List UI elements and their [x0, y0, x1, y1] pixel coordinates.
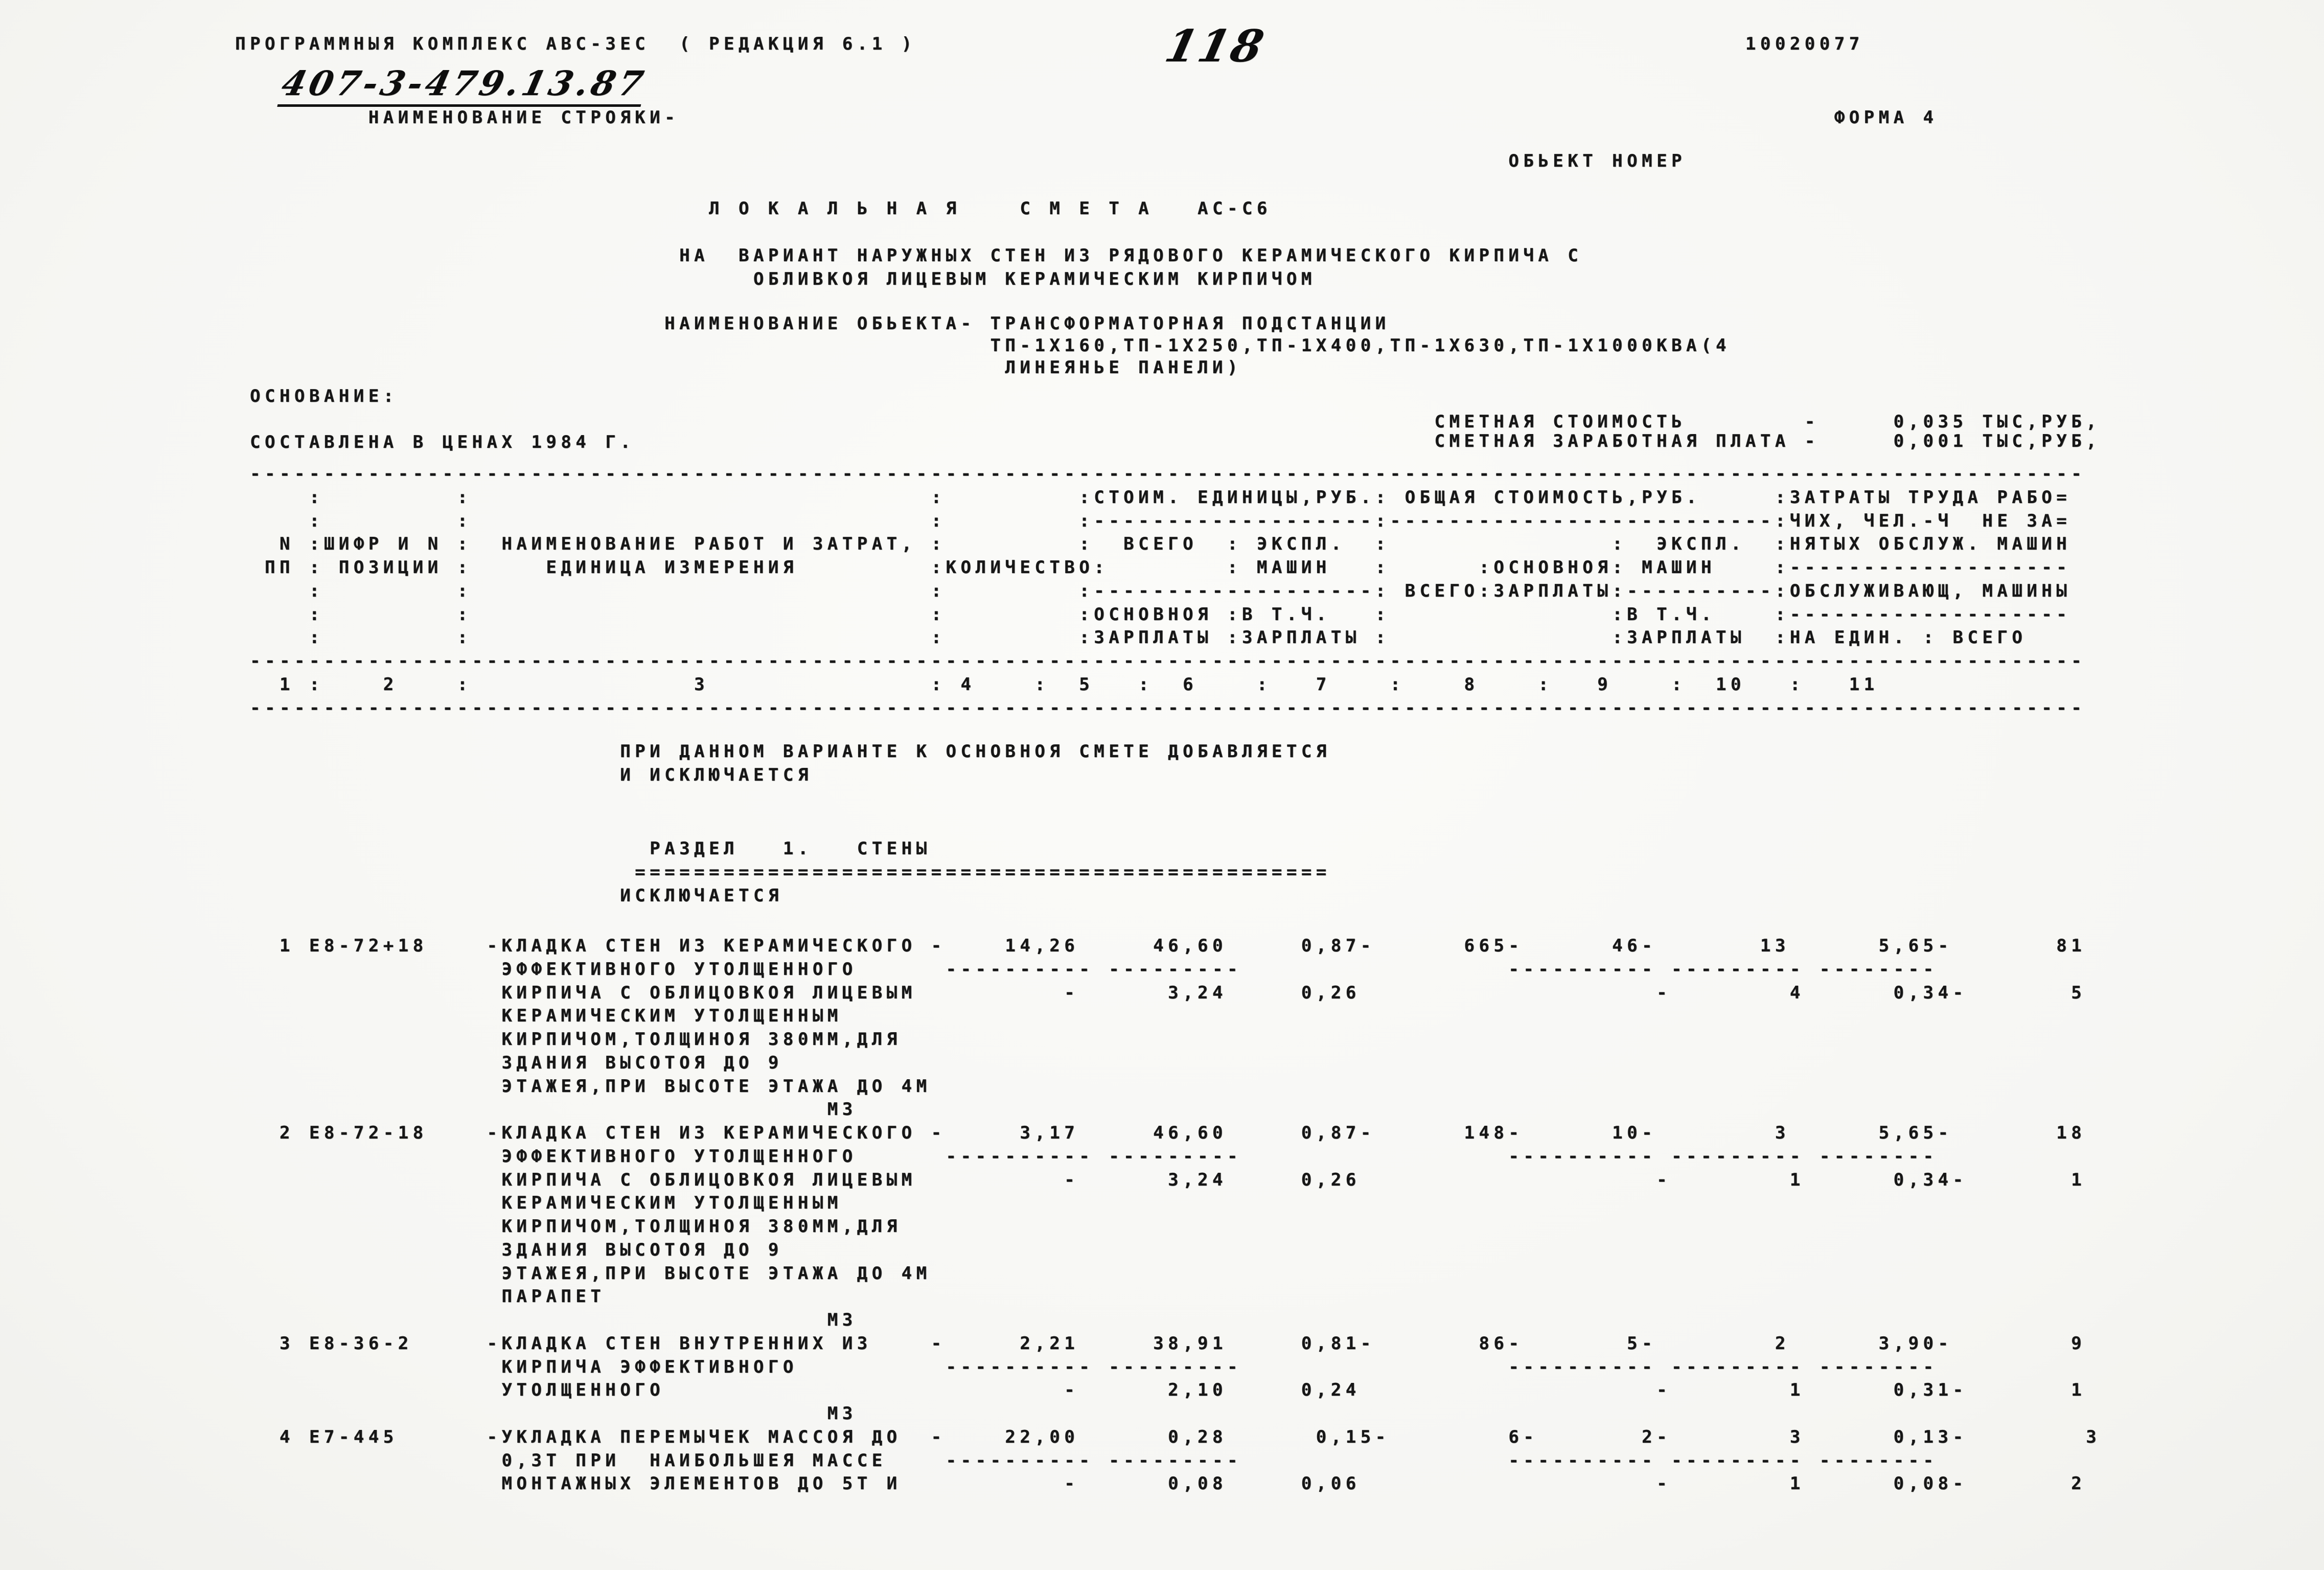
table-body-rows: 1 Е8-72+18 -КЛАДКА СТЕН ИЗ КЕРАМИЧЕСКОГО…	[279, 936, 2101, 1494]
section-title-block: РАЗДЕЛ 1. СТЕНЫ ========================…	[620, 838, 1331, 906]
program-header-line: ПРОГРАММНЫЯ КОМПЛЕКС АВС-3ЕС ( РЕДАКЦИЯ …	[235, 34, 1864, 54]
prices-year-line: СОСТАВЛЕНА В ЦЕНАХ 1984 Г.	[235, 432, 635, 452]
handwritten-project-code: 407-3-479.13.87	[277, 63, 651, 107]
smeta-cost-summary: СМЕТНАЯ СТОИМОСТЬ - 0,035 ТЫС,РУБ, СМЕТН…	[1434, 412, 2101, 451]
table-header: ----------------------------------------…	[249, 464, 2086, 718]
stroyka-label-line: НАИМЕНОВАНИЕ СТРОЯКИ- ФОРМА 4	[235, 107, 1938, 128]
object-name-block: НАИМЕНОВАНИЕ ОБЬЕКТА- ТРАНСФОРМАТОРНАЯ П…	[664, 313, 1731, 378]
handwritten-page-number: 118	[1160, 20, 1271, 72]
object-number-label: ОБЬЕКТ НОМЕР	[235, 151, 1687, 171]
variant-description: НА ВАРИАНТ НАРУЖНЫХ СТЕН ИЗ РЯДОВОГО КЕР…	[679, 245, 1583, 289]
variant-note: ПРИ ДАННОМ ВАРИАНТЕ К ОСНОВНОЯ СМЕТЕ ДОБ…	[620, 741, 1331, 785]
smeta-title: Л О К А Л Ь Н А Я С М Е Т А АС-С6	[235, 198, 1272, 219]
osnovanie-label: ОСНОВАНИЕ:	[235, 386, 398, 406]
